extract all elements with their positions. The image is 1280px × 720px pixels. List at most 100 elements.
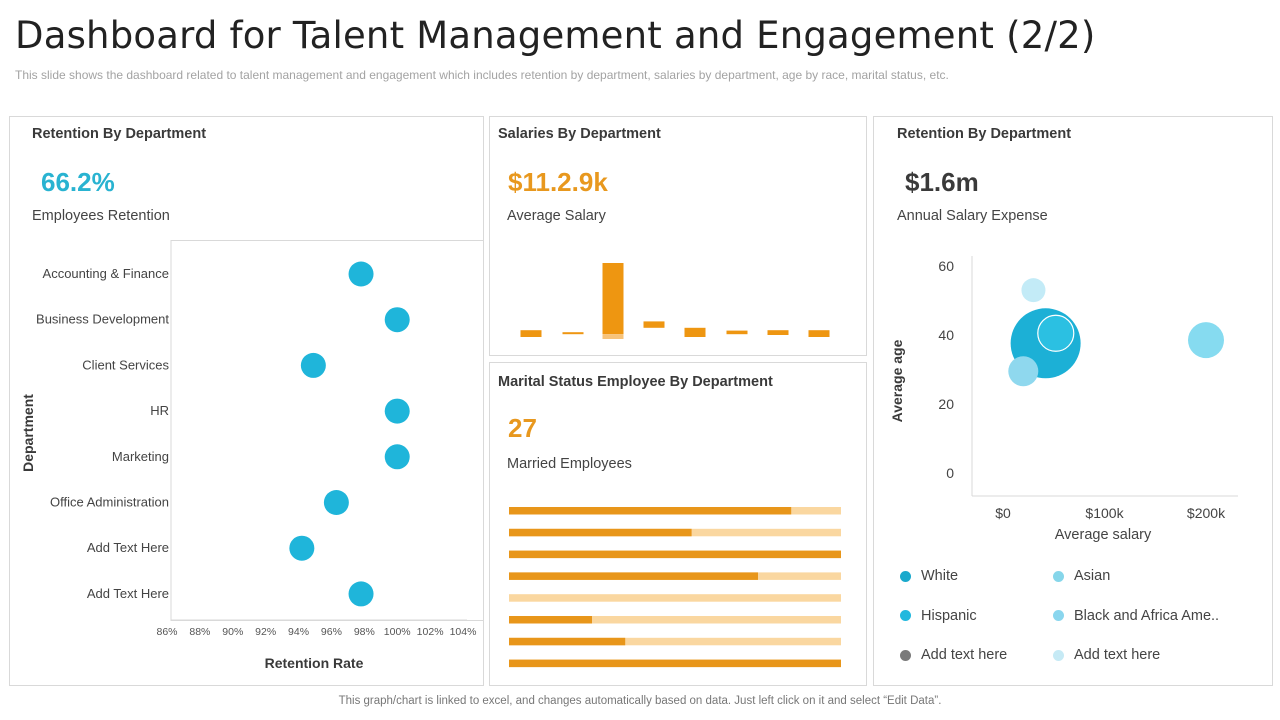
marital-bar-fill	[509, 637, 626, 646]
salary-bar	[562, 332, 584, 335]
x-tick-label: 90%	[222, 626, 243, 638]
retention-dot-chart[interactable]: Accounting & Finance Business Development…	[10, 240, 484, 685]
legend-label: Black and Africa Ame..	[1074, 607, 1220, 624]
salary-bar	[808, 330, 830, 337]
x-axis-title: Average salary	[1055, 527, 1152, 543]
retention-dot	[323, 490, 349, 515]
x-tick-label: 94%	[288, 626, 309, 638]
x-tick-label: $100k	[1085, 505, 1124, 521]
x-tick-label: 86%	[156, 626, 177, 638]
salaries-kpi-label: Average Salary	[507, 208, 606, 224]
x-tick-label: 96%	[321, 626, 342, 638]
marital-bar-fill	[509, 659, 841, 668]
marital-kpi-value: 27	[508, 413, 537, 443]
x-tick-label: $0	[995, 505, 1011, 521]
retention-dot	[348, 261, 374, 287]
y-tick-label: Business Development	[36, 312, 169, 327]
salary-bar	[520, 330, 542, 337]
y-axis-title: Average age	[889, 339, 905, 422]
x-tick-label: 88%	[189, 626, 210, 638]
page-subtitle: This slide shows the dashboard related t…	[15, 68, 949, 82]
legend-label: Hispanic	[921, 607, 977, 624]
salary-bar	[602, 263, 624, 335]
page-title: Dashboard for Talent Management and Enga…	[15, 14, 1096, 57]
y-tick-label: Add Text Here	[87, 586, 169, 601]
retention-dot	[300, 352, 326, 378]
salaries-bar-chart[interactable]	[490, 247, 866, 347]
y-tick-label: 20	[938, 396, 954, 412]
bubble-add-text-here	[1021, 278, 1046, 303]
salary-bar	[602, 334, 624, 339]
retention-dot	[384, 398, 410, 424]
legend-item[interactable]: Black and Africa Ame..	[1053, 608, 1219, 624]
y-tick-label: Accounting & Finance	[43, 266, 169, 281]
legend-label: White	[921, 568, 959, 584]
salary-bar	[726, 330, 748, 335]
x-axis-title: Retention Rate	[265, 655, 364, 671]
salaries-kpi-value: $11.2.9k	[508, 167, 608, 197]
x-tick-label: $200k	[1187, 505, 1226, 521]
y-tick-label: 40	[938, 327, 954, 343]
plot-area-frame	[170, 240, 484, 621]
salaries-panel: Salaries By Department $11.2.9k Average …	[489, 116, 867, 356]
bubble-black-and-africa-ame	[1008, 356, 1039, 387]
age-panel-title: Retention By Department	[897, 126, 1072, 142]
retention-dot	[348, 581, 374, 607]
age-kpi-value: $1.6m	[905, 167, 979, 197]
marital-bar-track	[509, 616, 841, 624]
y-tick-label: Office Administration	[50, 495, 169, 510]
retention-panel: Retention By Department 66.2% Employees …	[9, 116, 484, 686]
legend-dot-icon	[900, 610, 911, 621]
bubble-asian	[1188, 322, 1224, 359]
retention-dot	[289, 535, 315, 561]
y-tick-label: 60	[938, 258, 954, 274]
marital-panel-title: Marital Status Employee By Department	[498, 374, 773, 390]
salaries-panel-title: Salaries By Department	[498, 126, 661, 142]
age-kpi-label: Annual Salary Expense	[897, 208, 1048, 224]
footer-note: This graph/chart is linked to excel, and…	[338, 695, 942, 707]
legend-label: Asian	[1074, 568, 1111, 584]
age-bubble-chart[interactable]: 0 20 40 60 $0 $100k $200k Average salary Average…	[874, 250, 1272, 550]
y-axis-title: Department	[20, 394, 36, 472]
legend-dot-icon	[900, 649, 911, 661]
x-tick-label: 92%	[255, 626, 276, 638]
legend-label: Add text here	[921, 647, 1008, 663]
salary-bar	[767, 330, 789, 335]
salary-bar	[684, 327, 706, 337]
legend-dot-icon	[1053, 570, 1064, 582]
legend-dot-icon	[1053, 610, 1064, 621]
marital-bar-fill	[509, 507, 792, 515]
legend-dot-icon	[900, 570, 911, 582]
x-tick-label: 98%	[354, 626, 375, 638]
marital-bar-fill	[509, 550, 841, 559]
y-tick-label: Client Services	[82, 357, 169, 372]
legend-item[interactable]: Hispanic	[900, 608, 977, 624]
marital-bar-fill	[509, 616, 592, 624]
legend-item[interactable]: Add text here	[1053, 647, 1160, 663]
marital-bar-chart[interactable]	[490, 503, 866, 673]
marital-bar-track	[509, 637, 841, 646]
marital-panel: Marital Status Employee By Department 27…	[489, 362, 867, 686]
legend-label: Add text here	[1074, 647, 1161, 663]
retention-panel-title: Retention By Department	[32, 126, 207, 142]
age-panel: Retention By Department $1.6m Annual Sal…	[873, 116, 1273, 686]
x-tick-label: 100%	[384, 626, 411, 638]
retention-kpi-value: 66.2%	[41, 167, 115, 197]
marital-kpi-label: Married Employees	[507, 456, 632, 472]
legend-item[interactable]: White	[900, 568, 958, 584]
y-tick-label: 0	[946, 465, 954, 481]
legend-dot-icon	[1053, 649, 1064, 661]
marital-bar-track	[509, 594, 841, 602]
retention-dot	[384, 307, 410, 333]
retention-kpi-label: Employees Retention	[32, 208, 170, 224]
y-tick-label: HR	[150, 403, 169, 418]
retention-dot	[384, 444, 410, 470]
y-tick-label: Add Text Here	[87, 540, 169, 555]
marital-bar-fill	[509, 572, 758, 580]
x-tick-label: 104%	[450, 626, 477, 638]
legend-item[interactable]: Add text here	[900, 647, 1007, 663]
legend-item[interactable]: Asian	[1053, 568, 1110, 584]
y-tick-label: Marketing	[112, 449, 169, 464]
salary-bar	[643, 321, 665, 328]
marital-bar-fill	[509, 528, 692, 537]
